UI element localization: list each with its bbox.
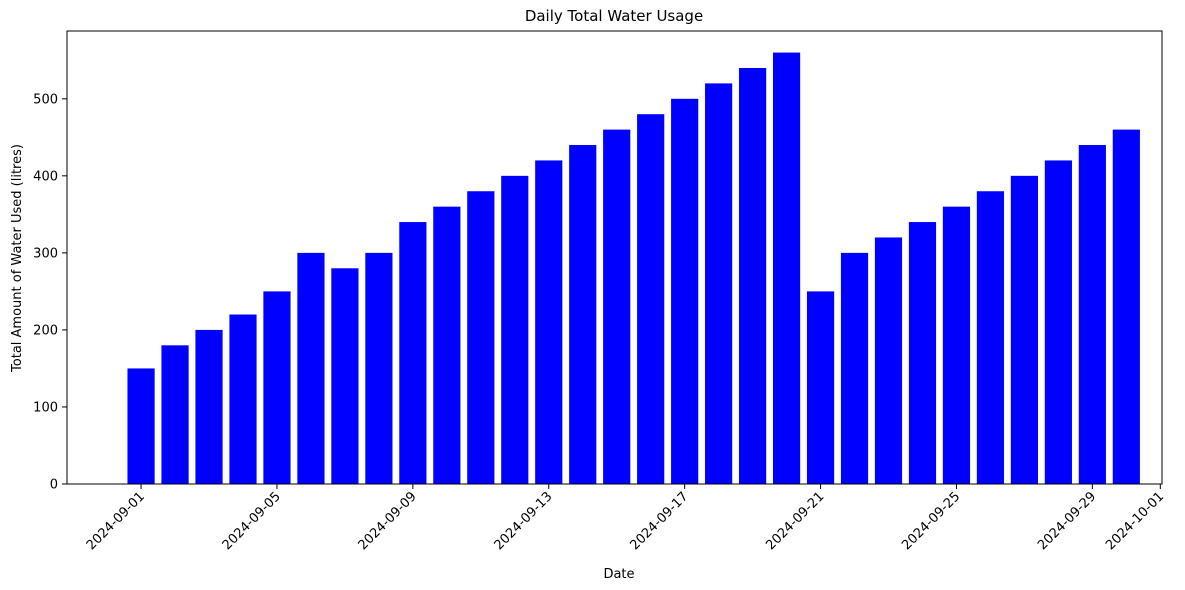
bar-2024-09-21 xyxy=(806,291,835,484)
bar-2024-09-17 xyxy=(671,98,699,485)
bar-2024-09-07 xyxy=(331,268,359,484)
y-axis-ticks: 0 100 200 300 400 500 xyxy=(33,92,67,493)
bars-group xyxy=(127,52,1140,485)
y-tick-label: 300 xyxy=(33,246,58,261)
bar-2024-09-13 xyxy=(535,160,563,484)
x-tick-label: 2024-09-25 xyxy=(899,489,963,553)
bar-2024-09-09 xyxy=(399,222,427,484)
x-tick-label: 2024-09-13 xyxy=(492,489,556,553)
x-tick-label: 2024-10-01 xyxy=(1103,489,1167,553)
bar-2024-09-11 xyxy=(467,191,495,485)
x-tick-label: 2024-09-05 xyxy=(220,489,284,553)
x-axis-ticks: 2024-09-01 2024-09-05 2024-09-09 2024-09-13… xyxy=(84,484,1167,553)
bar-2024-09-10 xyxy=(433,206,461,484)
bar-2024-09-08 xyxy=(365,252,393,484)
bar-2024-09-26 xyxy=(976,191,1005,485)
bar-2024-09-28 xyxy=(1044,160,1072,484)
y-tick-label: 100 xyxy=(33,400,58,415)
y-tick-label: 500 xyxy=(33,92,58,107)
y-tick-label: 200 xyxy=(33,323,58,338)
x-tick-label: 2024-09-21 xyxy=(763,489,827,553)
bar-2024-09-30 xyxy=(1112,129,1140,485)
bar-2024-09-27 xyxy=(1010,175,1038,484)
bar-2024-09-04 xyxy=(229,314,257,484)
x-axis-title: Date xyxy=(603,567,634,582)
bar-2024-09-14 xyxy=(569,145,597,484)
bar-2024-09-25 xyxy=(942,206,971,484)
bar-2024-09-01 xyxy=(127,368,155,484)
plot-frame xyxy=(66,30,1163,485)
x-tick-label: 2024-09-29 xyxy=(1035,489,1099,553)
y-axis-title: Total Amount of Water Used (litres) xyxy=(10,144,25,373)
x-tick-label: 2024-09-01 xyxy=(84,489,148,553)
bar-2024-09-19 xyxy=(739,67,767,484)
bar-2024-09-15 xyxy=(603,129,631,485)
bar-2024-09-03 xyxy=(195,329,223,484)
y-tick-label: 0 xyxy=(50,478,58,493)
chart-title: Daily Total Water Usage xyxy=(525,7,703,25)
bar-2024-09-20 xyxy=(772,52,801,484)
bar-2024-09-05 xyxy=(263,291,291,484)
bar-2024-09-24 xyxy=(908,222,937,484)
x-tick-label: 2024-09-09 xyxy=(356,489,420,553)
bar-2024-09-29 xyxy=(1078,145,1106,484)
bar-2024-09-23 xyxy=(874,237,903,484)
x-tick-label: 2024-09-17 xyxy=(627,489,691,553)
bar-2024-09-22 xyxy=(840,252,869,484)
bar-2024-09-02 xyxy=(161,345,189,484)
y-tick-label: 400 xyxy=(33,169,58,184)
bar-2024-09-18 xyxy=(705,83,733,484)
bar-2024-09-06 xyxy=(297,252,325,484)
bar-2024-09-12 xyxy=(501,175,529,484)
bar-2024-09-16 xyxy=(637,114,665,484)
